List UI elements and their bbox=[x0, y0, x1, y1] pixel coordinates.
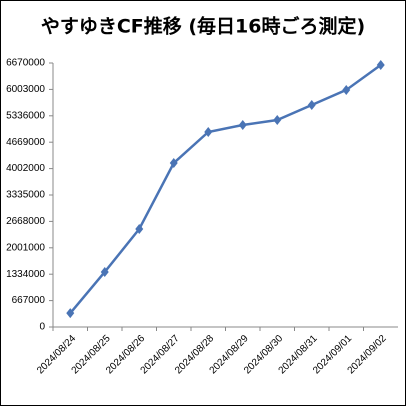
y-tick-label: 667000 bbox=[12, 295, 46, 306]
y-tick-label: 4002000 bbox=[6, 163, 45, 174]
y-tick-label: 6670000 bbox=[6, 58, 45, 69]
marker bbox=[307, 99, 316, 110]
marker bbox=[169, 158, 178, 169]
y-tick-label: 5336000 bbox=[6, 110, 45, 121]
y-tick-label: 1334000 bbox=[6, 269, 45, 280]
marker bbox=[273, 114, 282, 125]
marker bbox=[204, 126, 213, 137]
y-tick-label: 4669000 bbox=[6, 137, 45, 148]
marker bbox=[135, 223, 144, 234]
marker bbox=[100, 266, 109, 277]
y-tick-label: 2001000 bbox=[6, 242, 45, 253]
y-tick-label: 6003000 bbox=[6, 84, 45, 95]
marker bbox=[238, 119, 247, 130]
y-tick-label: 2668000 bbox=[6, 216, 45, 227]
marker bbox=[342, 84, 351, 95]
y-tick-label: 3335000 bbox=[6, 190, 45, 201]
chart-title: やすゆきCF推移 (毎日16時ごろ測定) bbox=[41, 15, 365, 38]
marker bbox=[66, 308, 75, 319]
y-tick-label: 0 bbox=[39, 322, 45, 333]
line bbox=[69, 63, 382, 314]
marker bbox=[376, 59, 385, 70]
